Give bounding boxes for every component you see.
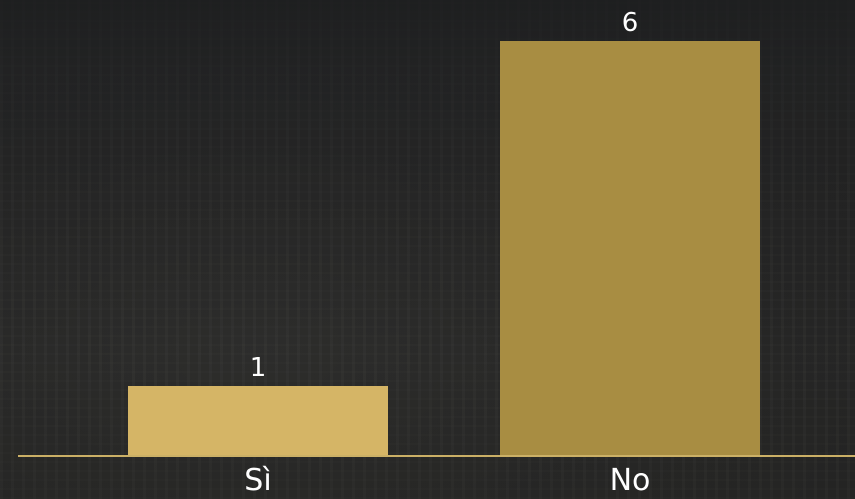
category-label-0: Sì (244, 463, 271, 498)
category-label-1: No (610, 463, 651, 498)
bar-value-label-1: 6 (622, 8, 639, 38)
bar-value-label-0: 1 (250, 353, 267, 383)
bar-1 (500, 41, 760, 455)
bars-group (128, 41, 760, 455)
bar-0 (128, 386, 388, 455)
labels-group: 1 Sì 6 No (244, 8, 650, 498)
